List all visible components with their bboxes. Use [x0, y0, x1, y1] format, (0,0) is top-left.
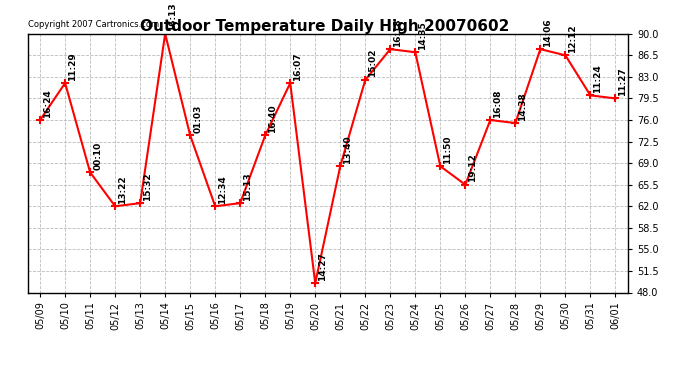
Text: 01:03: 01:03: [193, 105, 202, 133]
Text: 16:08: 16:08: [493, 89, 502, 117]
Text: 19:12: 19:12: [469, 153, 477, 182]
Text: 13:22: 13:22: [118, 175, 127, 204]
Text: 14:38: 14:38: [518, 92, 527, 121]
Text: 16:07: 16:07: [293, 52, 302, 81]
Text: 14:27: 14:27: [318, 252, 327, 281]
Text: 00:10: 00:10: [93, 142, 102, 170]
Text: Copyright 2007 Cartronics.com: Copyright 2007 Cartronics.com: [28, 20, 159, 28]
Text: 11:24: 11:24: [593, 64, 602, 93]
Text: 15:32: 15:32: [143, 172, 152, 201]
Text: 15:02: 15:02: [368, 49, 377, 78]
Text: 12:34: 12:34: [218, 175, 227, 204]
Text: 11:29: 11:29: [68, 52, 77, 81]
Text: Outdoor Temperature Daily High 20070602: Outdoor Temperature Daily High 20070602: [139, 19, 509, 34]
Text: 15:13: 15:13: [243, 172, 253, 201]
Text: 12:12: 12:12: [569, 24, 578, 53]
Text: 14:06: 14:06: [543, 18, 553, 46]
Text: 14:35: 14:35: [418, 21, 427, 50]
Text: 11:27: 11:27: [618, 67, 627, 96]
Text: 16:24: 16:24: [43, 89, 52, 117]
Text: 11:50: 11:50: [443, 135, 453, 164]
Text: 16:40: 16:40: [268, 104, 277, 133]
Text: 16:13: 16:13: [168, 3, 177, 31]
Text: 13:40: 13:40: [343, 135, 353, 164]
Text: 16:18: 16:18: [393, 18, 402, 46]
